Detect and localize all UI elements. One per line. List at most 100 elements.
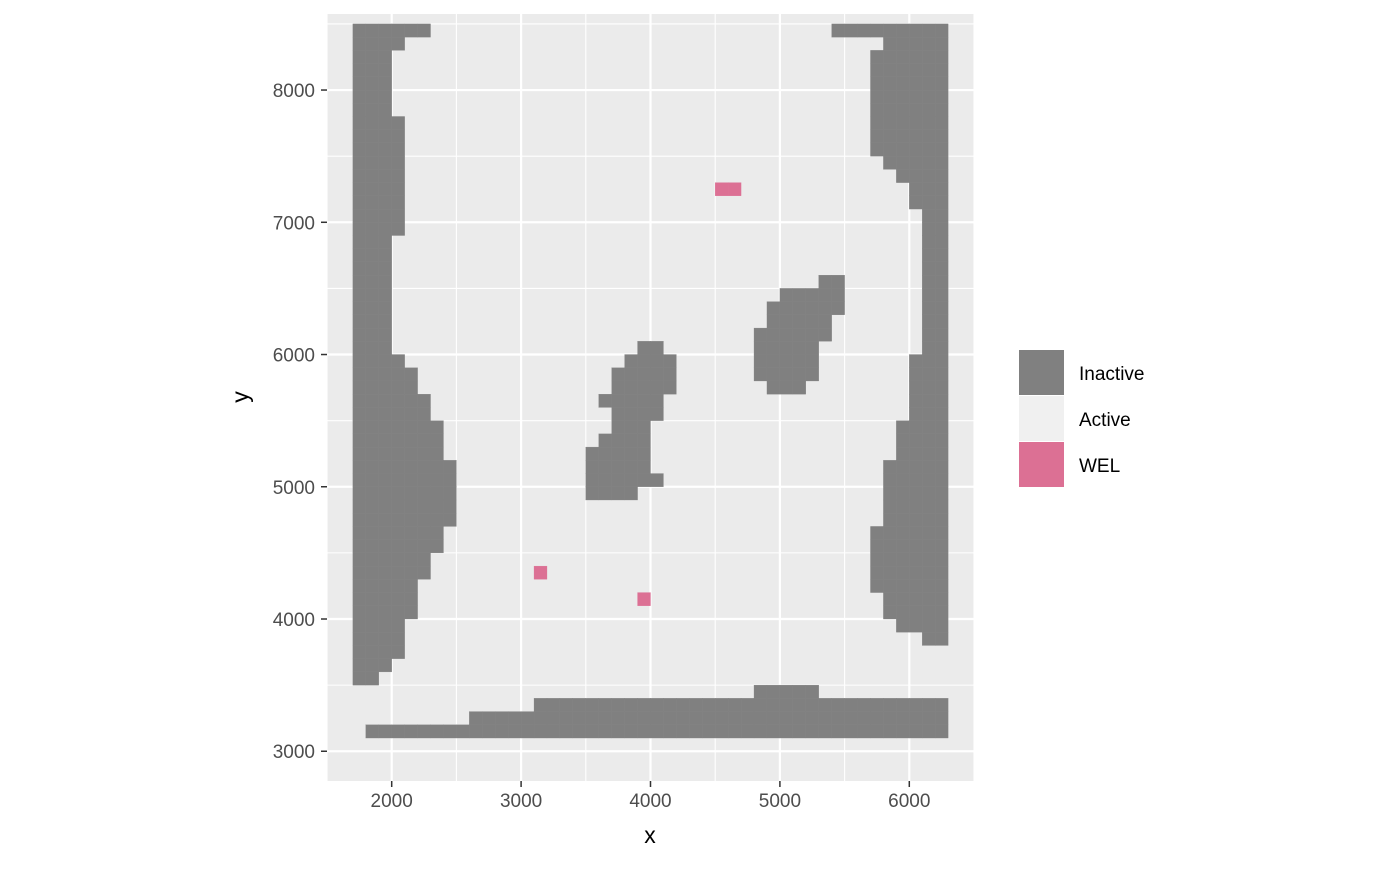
inactive-cell <box>378 301 392 315</box>
inactive-cell <box>495 711 509 725</box>
inactive-cell <box>352 407 366 421</box>
inactive-cell <box>508 724 522 739</box>
inactive-cell <box>430 513 444 527</box>
inactive-cell <box>922 499 936 514</box>
inactive-cell <box>378 142 392 157</box>
inactive-cell <box>922 407 936 421</box>
inactive-cell <box>935 142 949 157</box>
inactive-cell <box>870 711 884 725</box>
inactive-cell <box>559 724 574 739</box>
inactive-cell <box>352 63 366 77</box>
inactive-cell <box>365 301 379 315</box>
inactive-cell <box>378 50 392 64</box>
inactive-cell <box>935 579 949 593</box>
inactive-cell <box>650 698 664 712</box>
y-tick-label: 5000 <box>273 478 315 499</box>
inactive-cell <box>352 645 366 659</box>
inactive-cell <box>909 446 923 461</box>
inactive-cell <box>766 327 781 342</box>
inactive-cell <box>352 618 366 633</box>
inactive-cell <box>378 195 392 210</box>
inactive-cell <box>870 50 884 64</box>
inactive-cell <box>378 499 392 514</box>
inactive-cell <box>805 354 819 368</box>
inactive-cell <box>922 394 936 408</box>
legend-key-wel <box>1019 442 1064 487</box>
inactive-cell <box>546 711 561 725</box>
inactive-cell <box>935 195 949 210</box>
inactive-cell <box>365 499 379 514</box>
inactive-cell <box>352 195 366 210</box>
inactive-cell <box>935 407 949 421</box>
inactive-cell <box>637 380 651 395</box>
inactive-cell <box>365 645 379 659</box>
inactive-cell <box>831 301 845 315</box>
inactive-cell <box>391 724 405 739</box>
inactive-cell <box>482 724 496 739</box>
inactive-cell <box>857 23 871 38</box>
inactive-cell <box>753 698 768 712</box>
inactive-cell <box>352 579 366 593</box>
inactive-cell <box>404 473 418 487</box>
inactive-cell <box>792 367 806 382</box>
inactive-cell <box>818 301 832 315</box>
inactive-cell <box>766 711 781 725</box>
inactive-cell <box>352 116 366 130</box>
inactive-cell <box>922 142 936 157</box>
inactive-cell <box>805 341 819 355</box>
inactive-cell <box>935 394 949 408</box>
inactive-cell <box>365 116 379 130</box>
inactive-cell <box>378 446 392 461</box>
inactive-cell <box>922 288 936 302</box>
inactive-cell <box>404 407 418 421</box>
inactive-cell <box>935 367 949 382</box>
inactive-cell <box>482 711 496 725</box>
inactive-cell <box>391 592 405 606</box>
inactive-cell <box>922 156 936 170</box>
inactive-cell <box>352 354 366 368</box>
legend: Inactive Active WEL <box>1019 350 1144 487</box>
inactive-cell <box>611 724 625 739</box>
inactive-cell <box>559 698 574 712</box>
inactive-cell <box>365 275 379 289</box>
inactive-cell <box>909 195 923 210</box>
inactive-cell <box>378 513 392 527</box>
inactive-cell <box>352 222 366 236</box>
inactive-cell <box>378 208 392 223</box>
inactive-cell <box>922 526 936 540</box>
inactive-cell <box>352 288 366 302</box>
inactive-cell <box>779 341 793 355</box>
inactive-cell <box>831 275 845 289</box>
inactive-cell <box>779 354 793 368</box>
inactive-cell <box>365 367 379 382</box>
inactive-cell <box>909 526 923 540</box>
inactive-cell <box>676 698 690 712</box>
inactive-cell <box>883 156 897 170</box>
inactive-cell <box>805 301 819 315</box>
inactive-cell <box>779 698 793 712</box>
inactive-cell <box>883 89 897 104</box>
inactive-cell <box>922 618 936 633</box>
inactive-cell <box>857 724 871 739</box>
inactive-cell <box>417 565 431 580</box>
inactive-cell <box>883 116 897 130</box>
x-tick-label: 4000 <box>629 791 671 812</box>
inactive-cell <box>352 142 366 157</box>
inactive-cell <box>922 248 936 263</box>
inactive-cell <box>870 552 884 567</box>
inactive-cell <box>378 658 392 673</box>
inactive-cell <box>365 36 379 51</box>
x-tick-label: 2000 <box>371 791 413 812</box>
inactive-cell <box>883 473 897 487</box>
inactive-cell <box>896 460 910 474</box>
inactive-cell <box>624 446 638 461</box>
wel-cell <box>637 592 651 606</box>
inactive-cell <box>572 724 586 739</box>
inactive-cell <box>391 354 405 368</box>
inactive-cell <box>805 698 819 712</box>
inactive-cell <box>404 486 418 501</box>
inactive-cell <box>896 103 910 117</box>
inactive-cell <box>391 645 405 659</box>
inactive-cell <box>792 354 806 368</box>
inactive-cell <box>378 632 392 646</box>
